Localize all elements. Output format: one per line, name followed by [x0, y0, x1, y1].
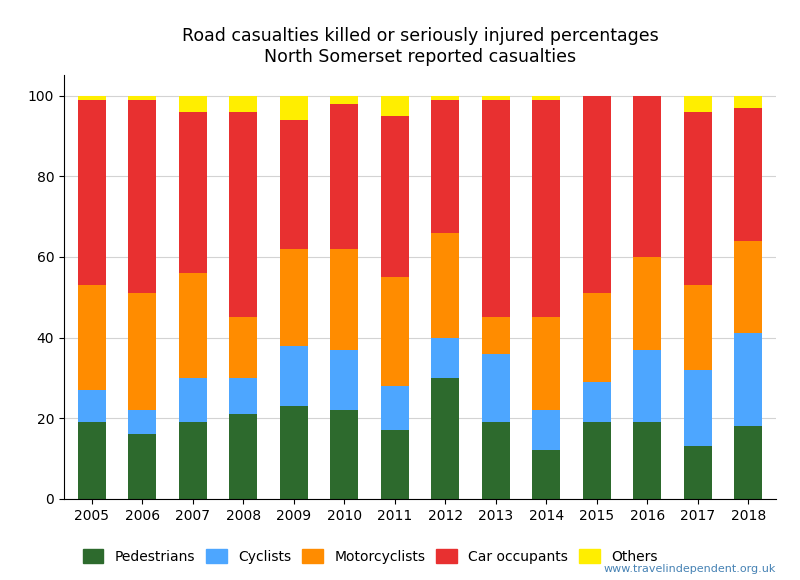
Bar [330, 96, 358, 104]
Bar [280, 249, 308, 346]
Bar [431, 378, 459, 499]
Bar [482, 354, 510, 422]
Bar [78, 96, 106, 100]
Bar [431, 338, 459, 378]
Bar [230, 96, 257, 112]
Bar [684, 112, 712, 285]
Bar [230, 317, 257, 378]
Bar [128, 410, 156, 434]
Bar [532, 317, 560, 410]
Bar [532, 96, 560, 100]
Bar [381, 96, 409, 116]
Bar [230, 414, 257, 499]
Bar [230, 378, 257, 414]
Bar [128, 434, 156, 499]
Bar [684, 285, 712, 370]
Bar [179, 273, 206, 378]
Bar [381, 277, 409, 386]
Bar [734, 334, 762, 426]
Bar [734, 426, 762, 499]
Bar [128, 293, 156, 410]
Bar [280, 346, 308, 406]
Legend: Pedestrians, Cyclists, Motorcyclists, Car occupants, Others: Pedestrians, Cyclists, Motorcyclists, Ca… [77, 544, 663, 570]
Bar [78, 100, 106, 285]
Bar [179, 112, 206, 273]
Bar [330, 249, 358, 350]
Bar [583, 382, 610, 422]
Bar [280, 96, 308, 119]
Bar [280, 119, 308, 249]
Bar [431, 100, 459, 233]
Bar [482, 96, 510, 100]
Bar [532, 451, 560, 499]
Title: Road casualties killed or seriously injured percentages
North Somerset reported : Road casualties killed or seriously inju… [182, 27, 658, 66]
Bar [734, 96, 762, 108]
Bar [634, 350, 661, 422]
Bar [532, 100, 560, 317]
Bar [431, 233, 459, 338]
Bar [583, 293, 610, 382]
Bar [179, 96, 206, 112]
Bar [734, 241, 762, 334]
Bar [128, 96, 156, 100]
Bar [684, 370, 712, 447]
Bar [78, 390, 106, 422]
Bar [78, 422, 106, 499]
Bar [179, 378, 206, 422]
Bar [330, 104, 358, 249]
Bar [482, 422, 510, 499]
Bar [78, 285, 106, 390]
Text: www.travelindependent.org.uk: www.travelindependent.org.uk [604, 564, 776, 574]
Bar [684, 447, 712, 499]
Bar [330, 410, 358, 499]
Bar [583, 422, 610, 499]
Bar [381, 116, 409, 277]
Bar [381, 430, 409, 499]
Bar [634, 257, 661, 350]
Bar [179, 422, 206, 499]
Bar [280, 406, 308, 499]
Bar [431, 96, 459, 100]
Bar [532, 410, 560, 451]
Bar [381, 386, 409, 430]
Bar [583, 96, 610, 293]
Bar [330, 350, 358, 410]
Bar [634, 96, 661, 257]
Bar [482, 100, 510, 317]
Bar [128, 100, 156, 293]
Bar [482, 317, 510, 354]
Bar [230, 112, 257, 317]
Bar [734, 108, 762, 241]
Bar [634, 422, 661, 499]
Bar [684, 96, 712, 112]
